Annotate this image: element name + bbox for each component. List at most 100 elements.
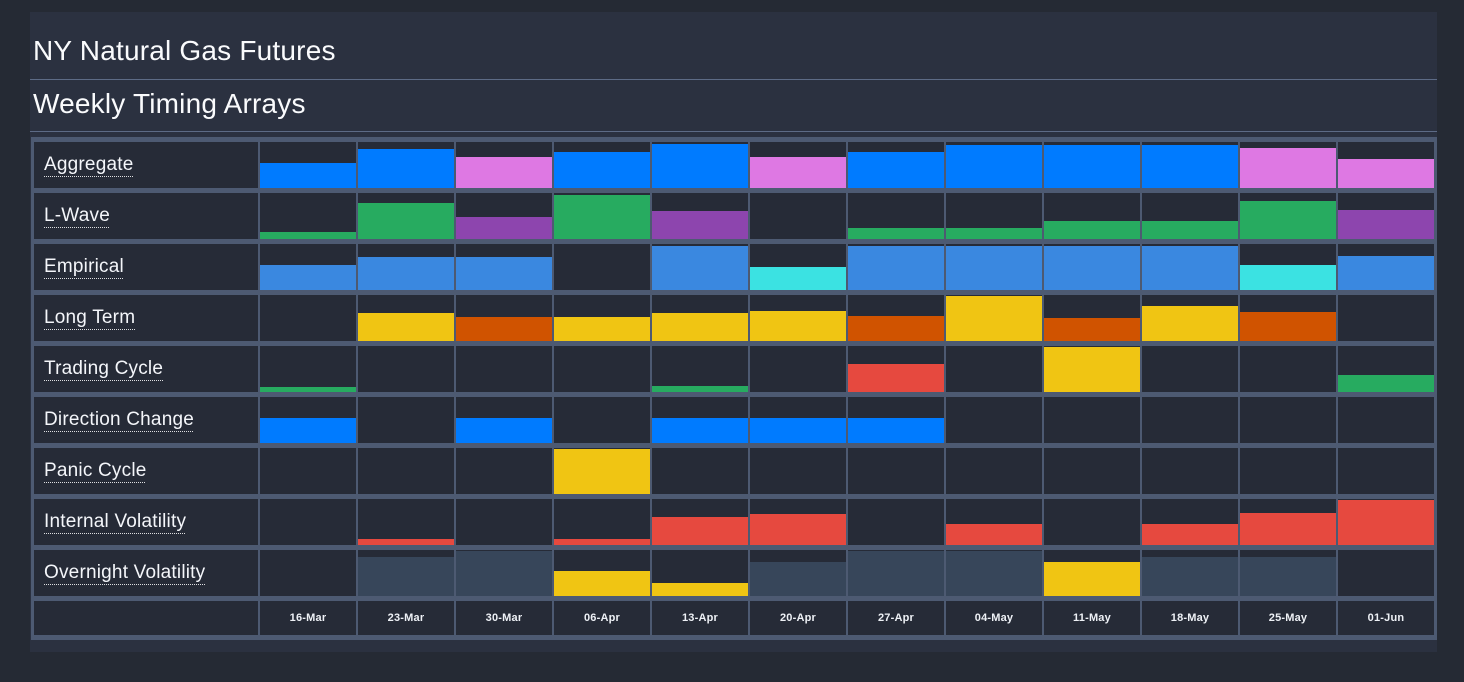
array-bar-cyan xyxy=(750,267,846,290)
array-bar-red xyxy=(652,517,748,545)
date-label: 20-Apr xyxy=(750,601,846,635)
array-cell xyxy=(1142,244,1238,290)
array-bar-softblue xyxy=(1338,255,1434,290)
array-bar-red xyxy=(750,513,846,545)
array-bar-softblue xyxy=(358,256,454,290)
row-label-aggregate[interactable]: Aggregate xyxy=(34,142,258,188)
date-label: 13-Apr xyxy=(652,601,748,635)
row-label-long-term[interactable]: Long Term xyxy=(34,295,258,341)
row-label-text: L-Wave xyxy=(44,205,110,226)
array-cell xyxy=(1240,346,1336,392)
row-label-panic-cycle[interactable]: Panic Cycle xyxy=(34,448,258,494)
row-label-empirical[interactable]: Empirical xyxy=(34,244,258,290)
array-cell xyxy=(554,193,650,239)
array-bar-blue xyxy=(1044,145,1140,188)
timing-array-grid: Aggregate L-Wave Empirical Long Term Trading… xyxy=(31,137,1437,640)
array-cell xyxy=(1142,193,1238,239)
array-bar-softblue xyxy=(946,246,1042,290)
array-cell xyxy=(456,448,552,494)
array-bar-blue xyxy=(652,144,748,188)
array-cell xyxy=(1142,550,1238,596)
array-cell xyxy=(1142,295,1238,341)
array-bar-orchid xyxy=(750,156,846,188)
array-cell xyxy=(750,346,846,392)
array-cell xyxy=(358,295,454,341)
array-cell xyxy=(1240,550,1336,596)
array-cell xyxy=(750,193,846,239)
array-cell xyxy=(554,550,650,596)
array-bar-slate xyxy=(848,551,944,596)
date-label: 01-Jun xyxy=(1338,601,1434,635)
array-cell xyxy=(750,295,846,341)
array-cell xyxy=(260,244,356,290)
array-bar-slate xyxy=(1240,556,1336,596)
array-cell xyxy=(358,193,454,239)
array-cell xyxy=(1240,244,1336,290)
array-cell xyxy=(358,550,454,596)
row-label-l-wave[interactable]: L-Wave xyxy=(34,193,258,239)
array-cell xyxy=(456,295,552,341)
array-cell xyxy=(456,397,552,443)
array-cell xyxy=(1338,499,1434,545)
array-bar-orchid xyxy=(1240,147,1336,188)
array-cell xyxy=(554,397,650,443)
date-label: 25-May xyxy=(1240,601,1336,635)
row-label-text: Internal Volatility xyxy=(44,511,187,532)
array-cell xyxy=(652,142,748,188)
date-row-corner-cell xyxy=(34,601,258,635)
row-label-text: Long Term xyxy=(44,307,136,328)
array-cell xyxy=(1338,193,1434,239)
array-bar-blue xyxy=(456,417,552,443)
page-subtitle: Weekly Timing Arrays xyxy=(33,88,306,119)
row-label-text: Direction Change xyxy=(44,409,195,430)
array-bar-slate xyxy=(750,562,846,596)
title-divider xyxy=(30,79,1437,80)
array-cell xyxy=(946,550,1042,596)
array-cell xyxy=(456,142,552,188)
array-cell xyxy=(848,244,944,290)
array-bar-yellow xyxy=(946,296,1042,341)
array-cell xyxy=(946,193,1042,239)
array-cell xyxy=(946,244,1042,290)
array-bar-green xyxy=(358,203,454,239)
array-cell xyxy=(1044,295,1140,341)
array-cell xyxy=(554,448,650,494)
array-cell xyxy=(260,550,356,596)
date-label: 16-Mar xyxy=(260,601,356,635)
array-bar-blue xyxy=(848,152,944,188)
array-cell xyxy=(456,346,552,392)
date-label: 18-May xyxy=(1142,601,1238,635)
array-cell xyxy=(1240,295,1336,341)
array-cell xyxy=(358,448,454,494)
array-cell xyxy=(260,499,356,545)
array-cell xyxy=(554,244,650,290)
array-bar-green xyxy=(260,232,356,239)
array-cell xyxy=(358,397,454,443)
array-bar-orange xyxy=(848,315,944,341)
main-panel: NY Natural Gas Futures Weekly Timing Arr… xyxy=(30,12,1437,652)
array-bar-red xyxy=(1240,512,1336,545)
row-label-text: Aggregate xyxy=(44,154,134,175)
array-cell xyxy=(946,397,1042,443)
array-bar-orange xyxy=(456,317,552,341)
array-bar-yellow xyxy=(652,313,748,341)
array-cell xyxy=(750,448,846,494)
array-cell xyxy=(1240,193,1336,239)
array-cell xyxy=(848,499,944,545)
array-cell xyxy=(260,397,356,443)
array-cell xyxy=(1044,397,1140,443)
array-cell xyxy=(1044,448,1140,494)
array-bar-orchid xyxy=(1338,159,1434,188)
array-bar-yellow xyxy=(358,313,454,341)
row-label-overnight-volatility[interactable]: Overnight Volatility xyxy=(34,550,258,596)
array-cell xyxy=(260,295,356,341)
array-bar-purple xyxy=(1338,210,1434,239)
row-label-direction-change[interactable]: Direction Change xyxy=(34,397,258,443)
subtitle-divider xyxy=(30,131,1437,132)
array-bar-green xyxy=(1044,220,1140,239)
array-cell xyxy=(652,193,748,239)
array-cell xyxy=(652,499,748,545)
row-label-internal-volatility[interactable]: Internal Volatility xyxy=(34,499,258,545)
array-cell xyxy=(1142,142,1238,188)
row-label-trading-cycle[interactable]: Trading Cycle xyxy=(34,346,258,392)
